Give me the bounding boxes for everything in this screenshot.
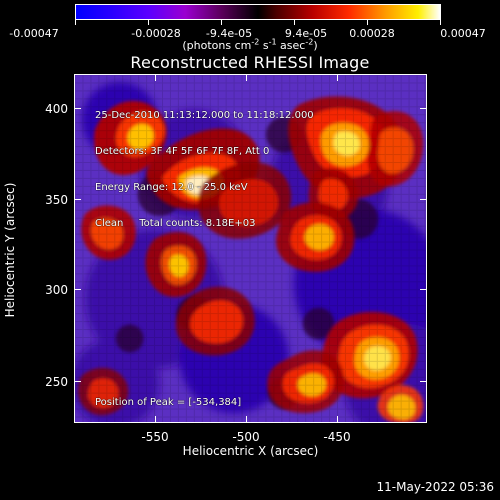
x-tick-label: -500 bbox=[232, 430, 260, 444]
colorbar-tick bbox=[367, 20, 368, 25]
plot-info-line: Detectors: 3F 4F 5F 6F 7F 8F, Att 0 bbox=[95, 146, 270, 157]
y-tick-label: 350 bbox=[45, 193, 68, 207]
colorbar-units-sup: -2 bbox=[305, 37, 314, 47]
colorbar-label: -0.00028 bbox=[131, 27, 181, 40]
colorbar-label: -9.4e-05 bbox=[205, 27, 253, 40]
plot-info-line: Energy Range: 12.0 - 25.0 keV bbox=[95, 182, 248, 193]
y-tick-label: 250 bbox=[45, 375, 68, 389]
heatmap bbox=[75, 75, 426, 422]
colorbar-units-text: ) bbox=[313, 39, 318, 52]
colorbar-units-sup: -2 bbox=[251, 37, 260, 47]
colorbar-units: (photons cm-2 s-1 asec-2) bbox=[0, 37, 500, 52]
colorbar-tick bbox=[294, 20, 295, 25]
colorbar-label: -0.00047 bbox=[9, 27, 59, 40]
heatmap-pixelation bbox=[75, 75, 426, 422]
y-tick-label: 400 bbox=[45, 102, 68, 116]
colorbar-tick bbox=[440, 20, 441, 25]
x-tick-label: -450 bbox=[323, 430, 351, 444]
colorbar-ticks bbox=[75, 20, 441, 30]
y-tick-label: 300 bbox=[45, 283, 68, 297]
colorbar-label: 9.4e-05 bbox=[284, 27, 328, 40]
colorbar-tick bbox=[221, 20, 222, 25]
plot-info-line: Clean Total counts: 8.18E+03 bbox=[95, 218, 256, 229]
plot-info-overlay: 25-Dec-2010 11:13:12.000 to 11:18:12.000… bbox=[95, 86, 314, 254]
colorbar bbox=[75, 4, 441, 20]
x-axis-label: Heliocentric X (arcsec) bbox=[182, 444, 319, 458]
plot-info-line: 25-Dec-2010 11:13:12.000 to 11:18:12.000 bbox=[95, 110, 314, 121]
colorbar-units-sup: -1 bbox=[268, 37, 277, 47]
colorbar-label: 0.00028 bbox=[349, 27, 395, 40]
plot-area bbox=[74, 74, 427, 423]
colorbar-label: 0.00047 bbox=[440, 27, 486, 40]
colorbar-tick bbox=[75, 20, 76, 25]
colorbar-gradient bbox=[76, 5, 440, 19]
plot-title: Reconstructed RHESSI Image bbox=[130, 53, 370, 72]
colorbar-tick bbox=[148, 20, 149, 25]
colorbar-labels: -0.00047 -0.00028 -9.4e-05 9.4e-05 0.000… bbox=[0, 27, 500, 43]
colorbar-units-text: asec bbox=[276, 39, 306, 52]
x-tick-label: -550 bbox=[141, 430, 169, 444]
colorbar-units-text: (photons cm bbox=[182, 39, 252, 52]
peak-position-text: Position of Peak = [-534,384] bbox=[95, 397, 242, 408]
y-axis-label: Heliocentric Y (arcsec) bbox=[3, 182, 17, 318]
colorbar-units-text: s bbox=[259, 39, 269, 52]
timestamp: 11-May-2022 05:36 bbox=[376, 480, 494, 494]
